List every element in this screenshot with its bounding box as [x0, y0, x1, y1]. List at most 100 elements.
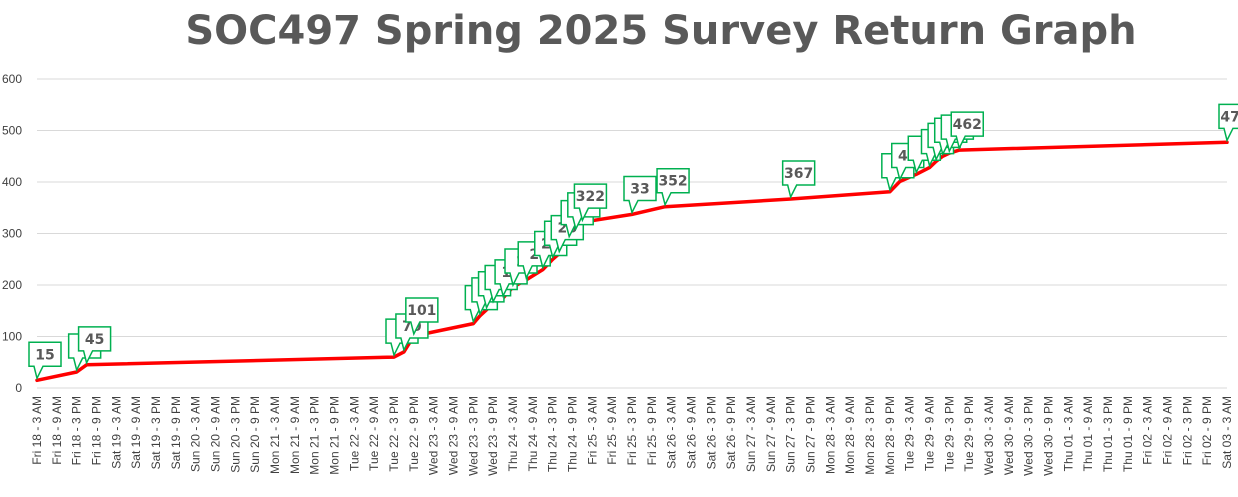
x-tick-label: Sat 19 - 9 AM — [129, 396, 143, 469]
data-point — [35, 378, 39, 382]
data-label-callout: 322 — [573, 183, 608, 223]
x-tick-label: Tue 29 - 9 PM — [962, 396, 976, 472]
x-tick-label: Wed 30 - 9 PM — [1042, 396, 1056, 476]
x-tick-label: Sun 27 - 3 AM — [744, 396, 758, 472]
x-tick-label: Mon 28 - 9 AM — [843, 396, 857, 474]
data-label-callout: 45 — [77, 326, 112, 365]
x-tick-label: Sat 26 - 3 PM — [704, 396, 718, 469]
data-label-box — [950, 111, 984, 151]
data-label-text: 322 — [576, 189, 605, 205]
x-tick-label: Fri 02 - 3 PM — [1180, 396, 1194, 465]
y-tick-label-500: 500 — [2, 124, 22, 138]
data-point — [957, 148, 961, 152]
data-label-text: 462 — [953, 117, 982, 133]
x-tick-label: Thu 24 - 9 AM — [526, 396, 540, 471]
x-tick-label: Thu 24 - 9 PM — [566, 396, 580, 472]
x-tick-label: Mon 28 - 3 AM — [823, 396, 837, 474]
data-label-callout: 101 — [405, 297, 439, 337]
data-point — [1225, 140, 1229, 144]
y-tick-label-100: 100 — [2, 330, 22, 344]
x-tick-label: Fri 25 - 9 PM — [645, 396, 659, 465]
x-tick-label: Wed 23 - 3 AM — [427, 396, 441, 475]
chart-title: SOC497 Spring 2025 Survey Return Graph — [185, 8, 1137, 54]
data-point — [789, 197, 793, 201]
y-tick-label-200: 200 — [2, 278, 22, 292]
data-point — [541, 268, 545, 272]
data-label-text: 367 — [784, 166, 813, 182]
data-point — [888, 190, 892, 194]
x-tick-label: Mon 21 - 9 PM — [328, 396, 342, 475]
x-tick-label: Fri 25 - 3 PM — [625, 396, 639, 465]
x-tick-label: Wed 23 - 9 AM — [447, 396, 461, 475]
x-tick-label: Wed 23 - 9 PM — [486, 396, 500, 476]
x-tick-label: Mon 21 - 3 PM — [308, 396, 322, 475]
x-tick-label: Mon 21 - 3 AM — [268, 396, 282, 474]
x-tick-label: Tue 22 - 3 AM — [347, 396, 361, 471]
x-tick-label: Sat 19 - 3 PM — [149, 396, 163, 469]
x-tick-label: Wed 30 - 3 AM — [982, 396, 996, 475]
x-tick-label: Fri 18 - 9 AM — [50, 396, 64, 465]
x-tick-label: Wed 30 - 3 PM — [1022, 396, 1036, 476]
data-label-box — [28, 341, 62, 381]
x-tick-label: Fri 25 - 9 AM — [605, 396, 619, 465]
x-tick-label: Fri 18 - 9 PM — [90, 396, 104, 465]
data-point — [630, 212, 634, 216]
data-point — [941, 154, 945, 158]
x-tick-label: Tue 22 - 9 AM — [367, 396, 381, 471]
data-point — [898, 179, 902, 183]
x-tick-label: Sun 20 - 9 PM — [248, 396, 262, 473]
x-tick-label: Wed 30 - 9 AM — [1002, 396, 1016, 475]
x-tick-label: Mon 21 - 9 AM — [288, 396, 302, 474]
x-tick-label: Fri 25 - 3 AM — [585, 396, 599, 465]
x-tick-label: Sat 26 - 9 PM — [724, 396, 738, 469]
data-label-box — [656, 167, 690, 207]
data-point — [478, 314, 482, 318]
x-tick-label: Sat 26 - 3 AM — [665, 396, 679, 469]
x-tick-label: Fri 18 - 3 PM — [70, 396, 84, 465]
x-tick-label: Thu 24 - 3 PM — [546, 396, 560, 472]
data-point — [663, 205, 667, 209]
x-tick-label: Wed 23 - 3 PM — [466, 396, 480, 476]
x-tick-label: Mon 28 - 3 PM — [863, 396, 877, 475]
x-tick-label: Tue 22 - 3 PM — [387, 396, 401, 472]
x-tick-label: Fri 02 - 9 AM — [1161, 396, 1175, 465]
x-axis-tick-labels: Fri 18 - 3 AM Fri 18 - 9 AM Fri 18 - 3 PM F… — [30, 396, 1234, 476]
data-label-callout: 352 — [656, 167, 690, 207]
x-tick-label: Sun 20 - 3 PM — [228, 396, 242, 473]
data-label-text: 352 — [658, 174, 687, 190]
data-point — [914, 172, 918, 176]
gridlines — [37, 78, 1227, 389]
data-label-box — [1218, 103, 1238, 143]
x-tick-label: Tue 29 - 3 AM — [903, 396, 917, 471]
data-label-callout: 367 — [781, 160, 816, 200]
data-point — [85, 363, 89, 367]
data-label-callout: 15 — [28, 341, 62, 381]
x-tick-label: Sun 27 - 9 AM — [764, 396, 778, 472]
data-label-text: 15 — [35, 347, 54, 363]
x-tick-label: Mon 28 - 9 PM — [883, 396, 897, 475]
data-label-text: 45 — [85, 332, 104, 348]
data-label-text: 477 — [1220, 109, 1238, 125]
x-tick-label: Tue 29 - 3 PM — [942, 396, 956, 472]
x-tick-label: Sat 03 - 3 AM — [1220, 396, 1234, 469]
data-label-box — [405, 297, 439, 337]
data-point — [392, 355, 396, 359]
data-point — [551, 257, 555, 261]
x-tick-label: Thu 01 - 9 PM — [1121, 396, 1135, 472]
x-tick-label: Thu 24 - 3 AM — [506, 396, 520, 471]
x-tick-label: Fri 18 - 3 AM — [30, 396, 44, 465]
data-label-box — [77, 326, 112, 365]
y-axis-tick-labels: 0 100 200 300 400 500 600 — [2, 72, 22, 395]
x-tick-label: Sun 20 - 9 AM — [209, 396, 223, 472]
data-point — [75, 370, 79, 374]
y-tick-label-600: 600 — [2, 72, 22, 86]
data-point — [402, 350, 406, 354]
x-tick-label: Sat 19 - 9 PM — [169, 396, 183, 469]
y-tick-label-400: 400 — [2, 175, 22, 189]
data-point — [928, 166, 931, 170]
y-tick-label-300: 300 — [2, 227, 22, 241]
data-point — [471, 322, 475, 326]
x-tick-label: Thu 01 - 3 AM — [1061, 396, 1075, 471]
data-label-text: 33 — [630, 181, 649, 197]
